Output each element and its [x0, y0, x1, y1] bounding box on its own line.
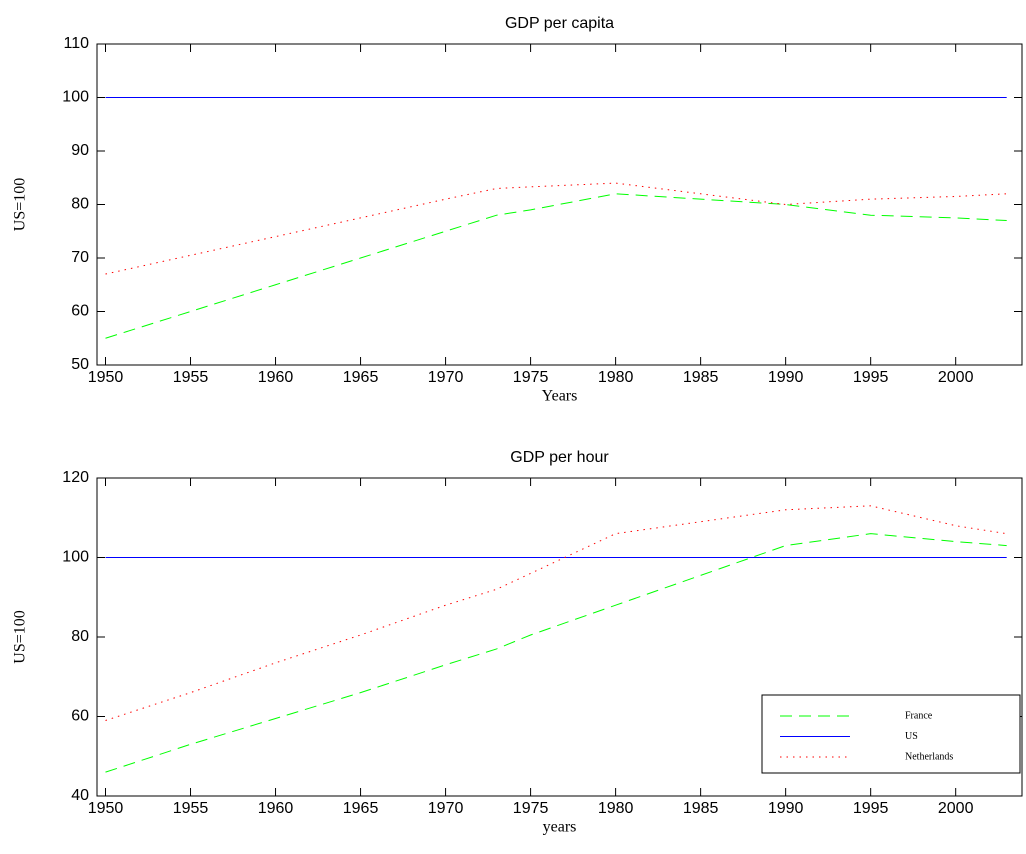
y-axis-label: US=100: [12, 610, 29, 663]
x-tick-label: 1985: [683, 800, 719, 817]
y-tick-label: 70: [71, 249, 89, 266]
y-tick-label: 80: [71, 196, 89, 213]
chart-title: GDP per capita: [505, 15, 614, 32]
x-tick-label: 1990: [768, 369, 804, 386]
data-line: [105, 193, 1007, 339]
x-tick-label: 1950: [88, 800, 124, 817]
x-axis-label: Years: [542, 388, 578, 405]
y-tick-label: 90: [71, 142, 89, 159]
x-tick-label: 1955: [173, 800, 209, 817]
plot-area: [96, 43, 1023, 366]
x-tick-label: 2000: [938, 800, 974, 817]
legend-label: US: [905, 731, 918, 742]
y-tick-label: 100: [62, 549, 89, 566]
x-tick-label: 1960: [258, 369, 294, 386]
y-tick-label: 100: [62, 89, 89, 106]
x-tick-label: 2000: [938, 369, 974, 386]
y-tick-label: 60: [71, 303, 89, 320]
y-axis-label: US=100: [12, 178, 29, 231]
x-tick-label: 1980: [598, 800, 634, 817]
x-tick-label: 1965: [343, 800, 379, 817]
legend-label: France: [905, 710, 933, 721]
x-tick-label: 1995: [853, 369, 889, 386]
x-tick-label: 1975: [513, 369, 549, 386]
x-tick-label: 1970: [428, 369, 464, 386]
x-tick-label: 1955: [173, 369, 209, 386]
x-tick-label: 1990: [768, 800, 804, 817]
x-tick-label: 1995: [853, 800, 889, 817]
legend-label: Netherlands: [905, 751, 953, 762]
x-tick-label: 1960: [258, 800, 294, 817]
x-tick-label: 1985: [683, 369, 719, 386]
y-tick-label: 50: [71, 356, 89, 373]
y-tick-label: 40: [71, 787, 89, 804]
data-line: [105, 505, 1007, 721]
x-axis-label: years: [543, 819, 577, 836]
x-tick-label: 1980: [598, 369, 634, 386]
legend-box: [761, 694, 1021, 774]
x-tick-label: 1970: [428, 800, 464, 817]
x-tick-label: 1950: [88, 369, 124, 386]
y-tick-label: 80: [71, 628, 89, 645]
x-tick-label: 1975: [513, 800, 549, 817]
y-tick-label: 60: [71, 708, 89, 725]
x-tick-label: 1965: [343, 369, 379, 386]
chart-title: GDP per hour: [510, 449, 609, 466]
data-line: [105, 533, 1007, 773]
y-tick-label: 120: [62, 469, 89, 486]
y-tick-label: 110: [63, 35, 89, 52]
